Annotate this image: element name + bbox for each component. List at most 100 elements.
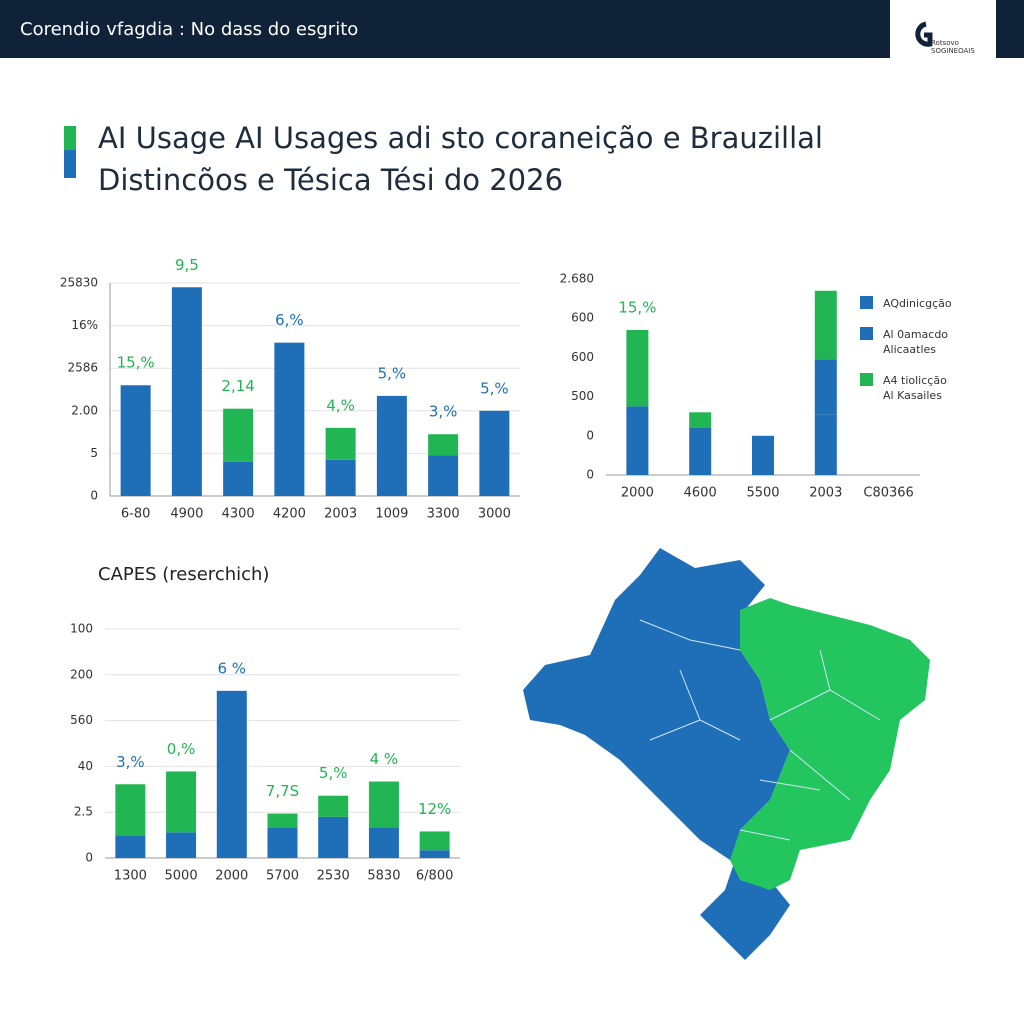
y-tick-label: 40 (78, 759, 93, 773)
bar (115, 784, 146, 837)
bar (368, 781, 399, 828)
bar-label: 4 % (370, 750, 399, 768)
x-tick-label: 6-80 (121, 507, 151, 522)
bar (325, 459, 356, 496)
legend-swatch (860, 327, 873, 340)
bar (626, 406, 649, 475)
bar-label: 4,% (326, 396, 355, 414)
x-tick-label: 4900 (170, 507, 203, 522)
page-title: AI Usage AI Usages adi sto coraneição e … (98, 121, 823, 155)
y-tick-label: 5 (90, 446, 98, 460)
legend-swatch (860, 296, 873, 309)
y-tick-label: 25830 (60, 276, 98, 290)
y-tick-label: 0 (85, 851, 93, 865)
title-accent (64, 150, 76, 178)
bar (689, 427, 712, 475)
bar (368, 827, 399, 858)
y-tick-label: 2586 (67, 361, 98, 375)
y-tick-label: 560 (70, 713, 93, 727)
bar (166, 771, 197, 833)
legend: AQdinicgção Al 0amacdo Alicaatles A4 tioli… (860, 296, 980, 419)
title-accent (64, 126, 76, 150)
y-tick-label: 0 (586, 428, 594, 442)
bar (267, 813, 298, 828)
bar (814, 359, 837, 415)
bar-label: 7,7S (266, 782, 299, 800)
header-title: Corendio vfagdia : No dass do esgrito (20, 19, 358, 40)
bar (814, 414, 837, 475)
x-tick-label: 5500 (746, 486, 779, 501)
map-region (730, 598, 930, 890)
bar (267, 827, 298, 858)
x-tick-label: 2000 (621, 486, 654, 501)
y-tick-label: 2.680 (560, 272, 594, 286)
bar-label: 15,% (117, 354, 155, 372)
logo-icon (915, 21, 933, 47)
bar (171, 287, 202, 496)
bar (428, 455, 459, 496)
bar-label: 9,5 (175, 256, 199, 274)
legend-item: Al 0amacdo Alicaatles (860, 327, 980, 357)
y-tick-label: 2.00 (71, 403, 98, 417)
logo-text: SOGINEOAIS (931, 47, 975, 55)
x-tick-label: 1300 (114, 869, 147, 884)
bar (274, 342, 305, 496)
x-tick-label: 3300 (427, 507, 460, 522)
bar (419, 850, 450, 858)
x-tick-label: C80366 (863, 486, 913, 501)
x-tick-label: 3000 (478, 507, 511, 522)
legend-item: AQdinicgção (860, 296, 980, 311)
x-tick-label: 5700 (266, 869, 299, 884)
x-tick-label: 2003 (324, 507, 357, 522)
bar (689, 412, 712, 428)
x-tick-label: 2530 (317, 869, 350, 884)
bar (752, 435, 774, 475)
chart-title: CAPES (reserchich) (98, 564, 269, 585)
x-tick-label: 4200 (273, 507, 306, 522)
bar-label: 5,% (378, 364, 407, 382)
bar-label: 15,% (618, 298, 656, 316)
bar (216, 690, 247, 858)
bar-label: 2,14 (221, 377, 254, 395)
y-tick-label: 2.5 (74, 805, 93, 819)
bar-label: 3,% (429, 403, 458, 421)
header-bar (0, 0, 1024, 58)
bar-label: 5,% (319, 764, 348, 782)
map-region (523, 548, 790, 960)
x-tick-label: 4600 (684, 486, 717, 501)
bar (115, 836, 146, 858)
bar (318, 795, 349, 817)
bar (223, 461, 254, 496)
bar (376, 395, 407, 496)
legend-label: A4 tiolicção Al Kasailes (883, 374, 947, 402)
page-title: Distincõos e Tésica Tési do 2026 (98, 163, 563, 197)
bar-label: 12% (418, 800, 451, 818)
legend-item: A4 tiolicção Al Kasailes (860, 373, 980, 403)
y-tick-label: 200 (70, 667, 93, 681)
x-tick-label: 4300 (222, 507, 255, 522)
x-tick-label: 2003 (809, 486, 842, 501)
bar (428, 434, 459, 456)
bar (814, 290, 837, 360)
logo-box (890, 0, 996, 58)
y-tick-label: 600 (571, 311, 594, 325)
y-tick-label: 600 (571, 350, 594, 364)
bar-label: 6,% (275, 311, 304, 329)
logo-text: Rotsovo (931, 39, 959, 47)
bar (120, 385, 151, 496)
bar (626, 329, 649, 407)
legend-label: Al 0amacdo Alicaatles (883, 328, 949, 356)
bar (325, 427, 356, 460)
y-tick-label: 500 (571, 389, 594, 403)
bar (223, 408, 254, 462)
bar-label: 0,% (167, 740, 196, 758)
legend-swatch (860, 373, 873, 386)
y-tick-label: 0 (90, 489, 98, 503)
legend-label: AQdinicgção (883, 297, 952, 310)
bar-label: 5,% (480, 379, 509, 397)
bar (419, 831, 450, 851)
x-tick-label: 5000 (165, 869, 198, 884)
bar (318, 816, 349, 858)
